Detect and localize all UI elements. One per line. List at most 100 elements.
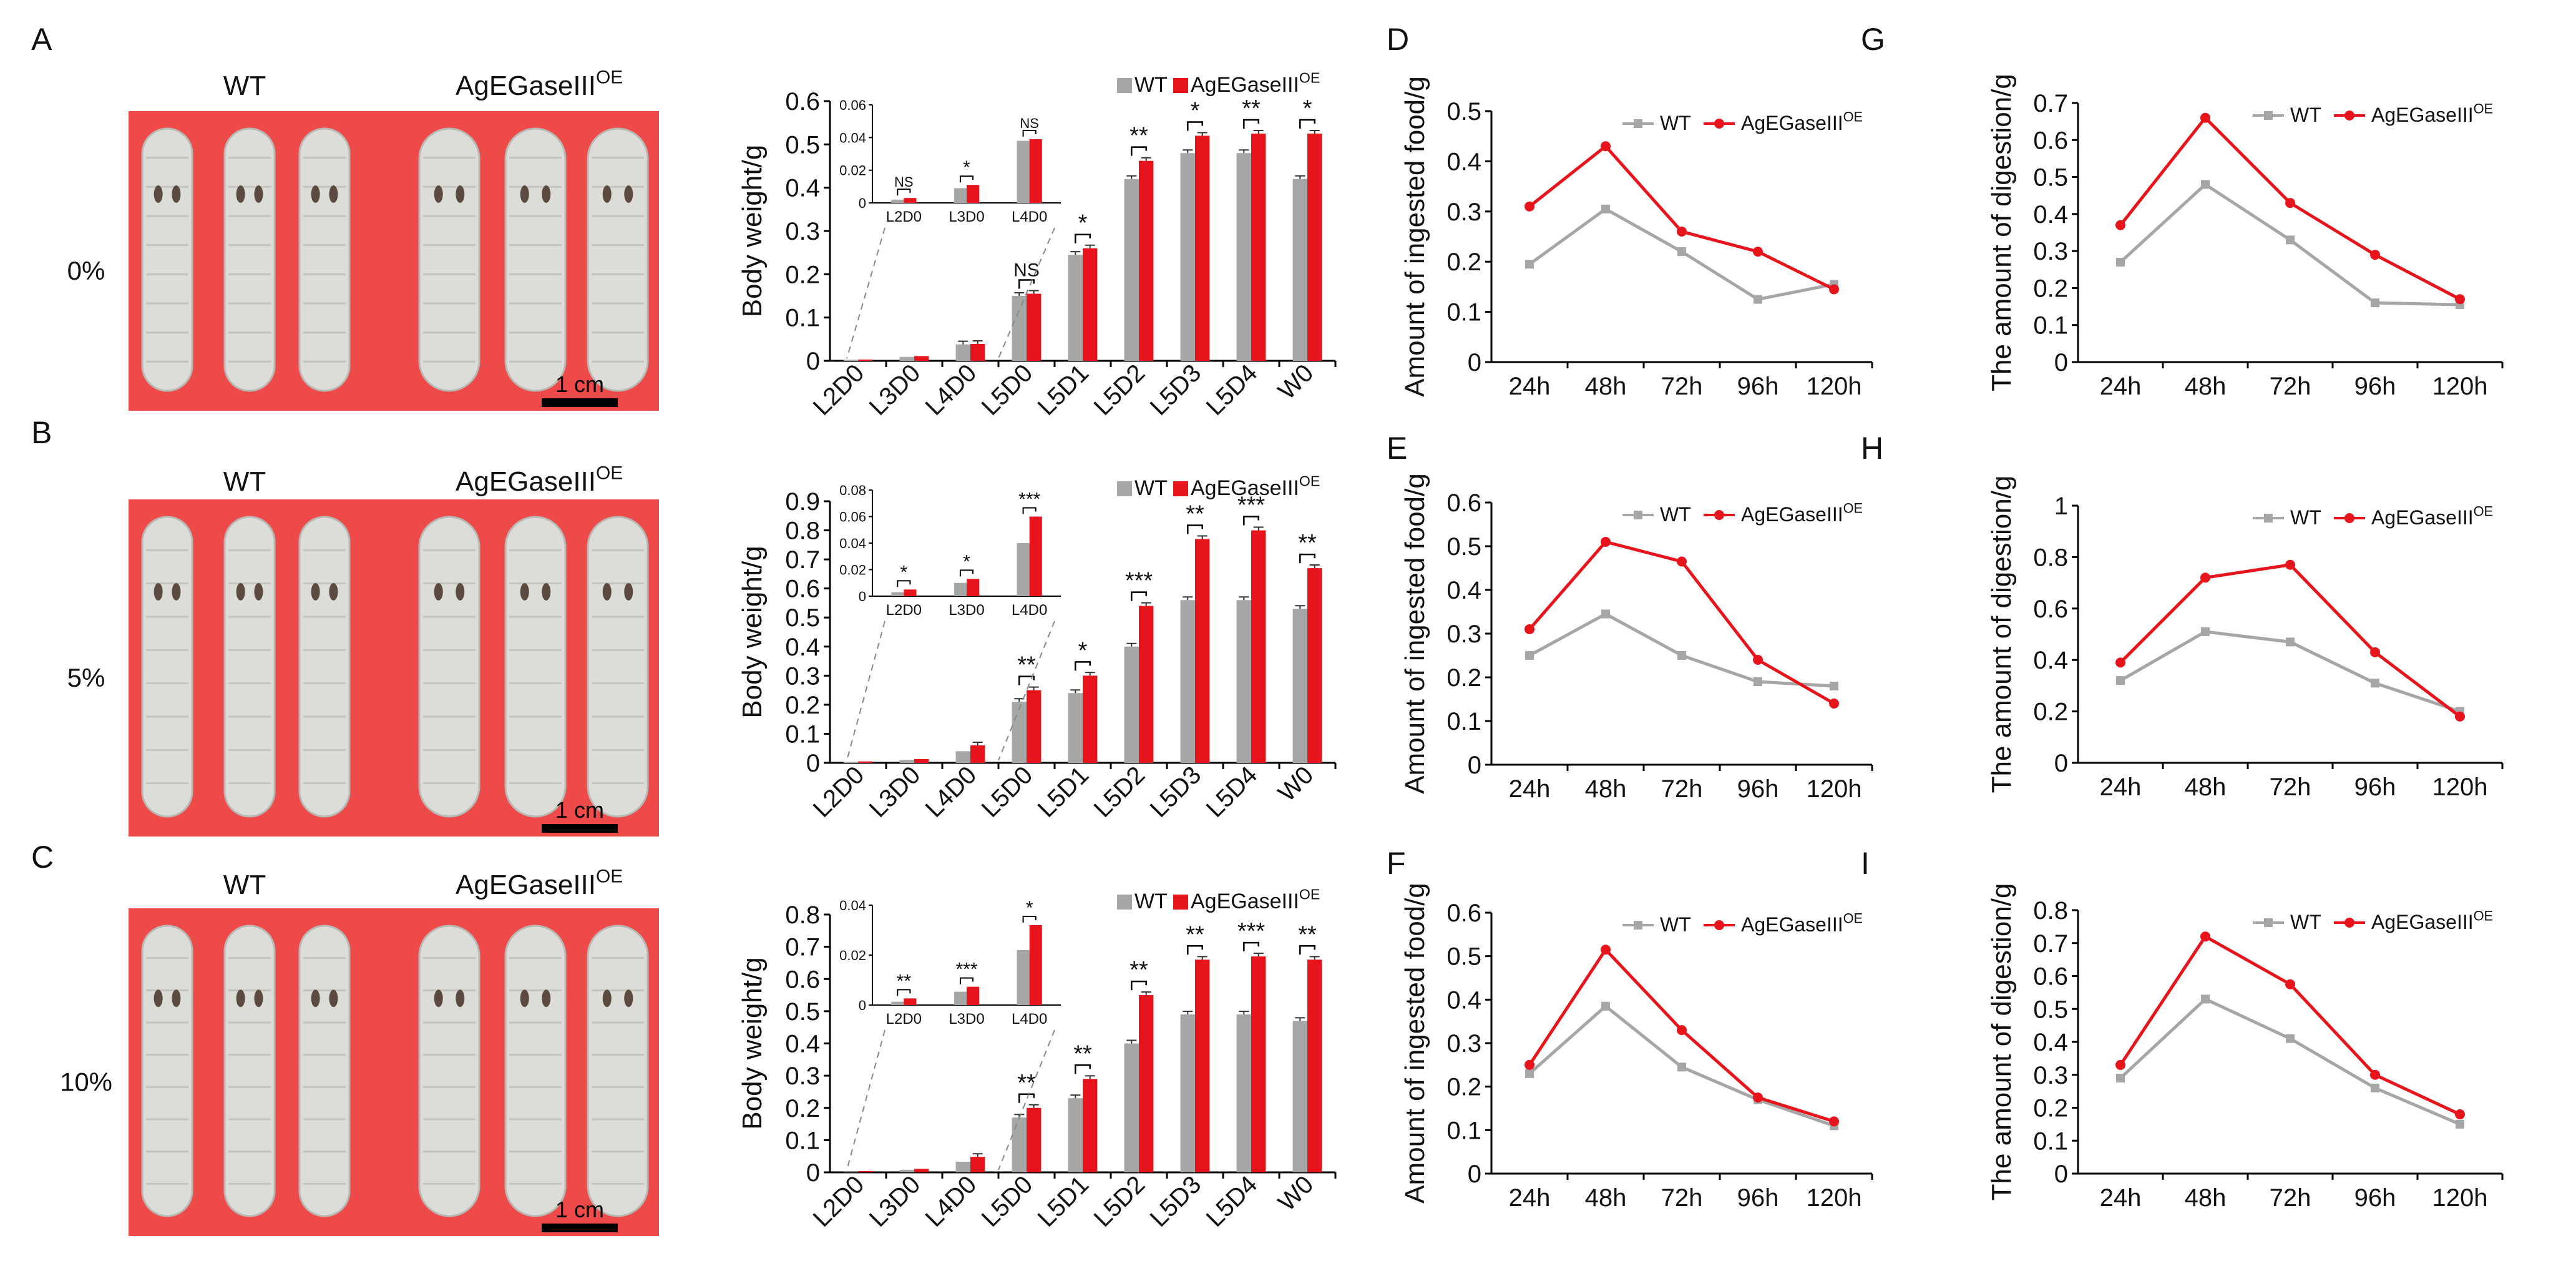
- x-tick-label: 24h: [1509, 373, 1551, 400]
- significance-bracket: [1075, 661, 1091, 671]
- y-tick-label: 0.6: [785, 88, 820, 115]
- x-tick-label: 48h: [1585, 775, 1627, 803]
- y-tick-label: 0.4: [2033, 647, 2068, 674]
- data-point-wt: [2286, 1034, 2295, 1043]
- significance-label: ***: [1237, 493, 1266, 519]
- y-tick-label: 0.8: [2033, 544, 2068, 571]
- panel-letter-a: A: [31, 22, 52, 57]
- legend-marker-oe: [1714, 510, 1724, 520]
- x-tick-label: 96h: [2354, 1184, 2396, 1212]
- inset-significance-bracket: [897, 989, 911, 996]
- bar-oe: [858, 359, 873, 361]
- data-point-oe: [2455, 294, 2465, 305]
- larva-body: [141, 925, 193, 1217]
- significance-bracket: [1075, 1064, 1091, 1074]
- x-tick-label: L5D4: [1201, 1170, 1263, 1232]
- x-tick-label: L3D0: [864, 1170, 926, 1232]
- larva-body: [418, 516, 481, 818]
- data-point-wt: [1677, 247, 1686, 257]
- data-point-oe: [1601, 537, 1611, 547]
- x-tick-label: 48h: [2185, 1184, 2227, 1212]
- inset-significance-bracket: [1022, 916, 1037, 923]
- larva-body: [223, 127, 276, 392]
- y-tick-label: 0.2: [2033, 275, 2068, 302]
- data-point-wt: [1601, 204, 1610, 213]
- data-point-oe: [1601, 945, 1611, 955]
- legend-marker-wt: [2264, 918, 2273, 927]
- y-tick-label: 0.5: [785, 998, 820, 1026]
- data-point-oe: [2285, 979, 2295, 989]
- y-tick-label: 1: [2054, 493, 2068, 520]
- significance-bracket: [1243, 516, 1259, 526]
- bar-wt: [955, 344, 970, 361]
- legend-label-oe-sup: OE: [2474, 101, 2493, 117]
- larva-oe: [587, 516, 649, 818]
- legend-label-oe-sup: OE: [2474, 908, 2493, 924]
- data-point-oe: [1525, 201, 1534, 212]
- y-axis-label: Body weight/g: [737, 145, 768, 317]
- larva-eyespot: [329, 583, 338, 601]
- legend-marker-oe: [2344, 918, 2354, 928]
- inset-x-tick-label: L3D0: [949, 209, 984, 225]
- x-tick-label: 72h: [2270, 1184, 2311, 1212]
- data-point-wt: [2371, 679, 2379, 688]
- series-line-oe: [2119, 115, 2461, 301]
- bar-oe: [970, 1157, 985, 1172]
- y-tick-label: 0.2: [2033, 1095, 2068, 1122]
- significance-label: *: [1078, 637, 1088, 664]
- x-tick-label: 24h: [1509, 775, 1551, 803]
- significance-bracket: [1018, 1093, 1035, 1103]
- inset-significance-bracket: [897, 580, 911, 587]
- bar-oe: [914, 1169, 929, 1172]
- scale-bar-label: 1 cm: [555, 797, 604, 823]
- inset-significance-bracket: [959, 175, 974, 183]
- larva-eyespot: [172, 583, 181, 601]
- larva-body: [587, 516, 649, 818]
- legend-label-oe: AgEGaseIIIOE: [1741, 109, 1863, 134]
- inset-bar-oe: [1029, 516, 1042, 596]
- legend-swatch-oe: [1173, 78, 1188, 93]
- inset-significance-bracket: [1022, 507, 1037, 514]
- y-tick-label: 0.4: [785, 175, 820, 202]
- y-tick-label: 0.3: [1447, 1030, 1481, 1057]
- x-tick-label: 24h: [2100, 1184, 2142, 1212]
- larva-eyespot: [542, 989, 551, 1008]
- legend-label-oe: AgEGaseIIIOE: [2371, 908, 2493, 933]
- larva-body: [587, 127, 649, 392]
- y-tick-label: 0.5: [1447, 98, 1481, 125]
- x-tick-label: 120h: [1807, 1184, 1862, 1212]
- panel-letter-g: G: [1861, 22, 1885, 57]
- legend-marker-oe: [1714, 920, 1724, 930]
- legend-label-oe: AgEGaseIIIOE: [1191, 886, 1320, 913]
- y-tick-label: 0: [2054, 750, 2068, 777]
- significance-bracket: [1243, 941, 1259, 952]
- x-tick-label: L5D4: [1201, 359, 1263, 421]
- x-tick-label: 24h: [2100, 773, 2142, 801]
- larva-eyespot: [624, 989, 633, 1008]
- y-tick-label: 0.7: [2033, 90, 2068, 117]
- y-axis-label: The amount of digestion/g: [1986, 74, 2017, 391]
- legend-label-oe: AgEGaseIIIOE: [1191, 473, 1320, 500]
- significance-label: **: [1129, 123, 1148, 149]
- significance-bracket: [1131, 146, 1147, 156]
- x-tick-label: 48h: [2185, 773, 2227, 801]
- inset-x-tick-label: L4D0: [1012, 209, 1047, 225]
- bar-oe: [1139, 995, 1154, 1172]
- y-tick-label: 0.2: [1447, 664, 1481, 692]
- zoom-guide-line: [998, 621, 1055, 761]
- y-tick-label: 0.4: [2033, 201, 2068, 228]
- x-tick-label: 96h: [2354, 773, 2396, 801]
- significance-label: **: [1186, 921, 1204, 948]
- y-tick-label: 0.8: [785, 901, 820, 929]
- y-tick-label: 0.8: [785, 518, 820, 545]
- bar-wt: [955, 1161, 970, 1172]
- larva-wt: [223, 516, 276, 818]
- y-tick-label: 0.1: [785, 720, 820, 748]
- panel-letter-h: H: [1861, 431, 1883, 466]
- bar-oe: [1307, 134, 1322, 361]
- data-point-wt: [1830, 682, 1838, 690]
- larva-eyespot: [154, 989, 163, 1008]
- scale-bar: [542, 824, 618, 833]
- inset-y-tick-label: 0.02: [839, 948, 866, 963]
- legend-swatch-wt: [1117, 895, 1132, 910]
